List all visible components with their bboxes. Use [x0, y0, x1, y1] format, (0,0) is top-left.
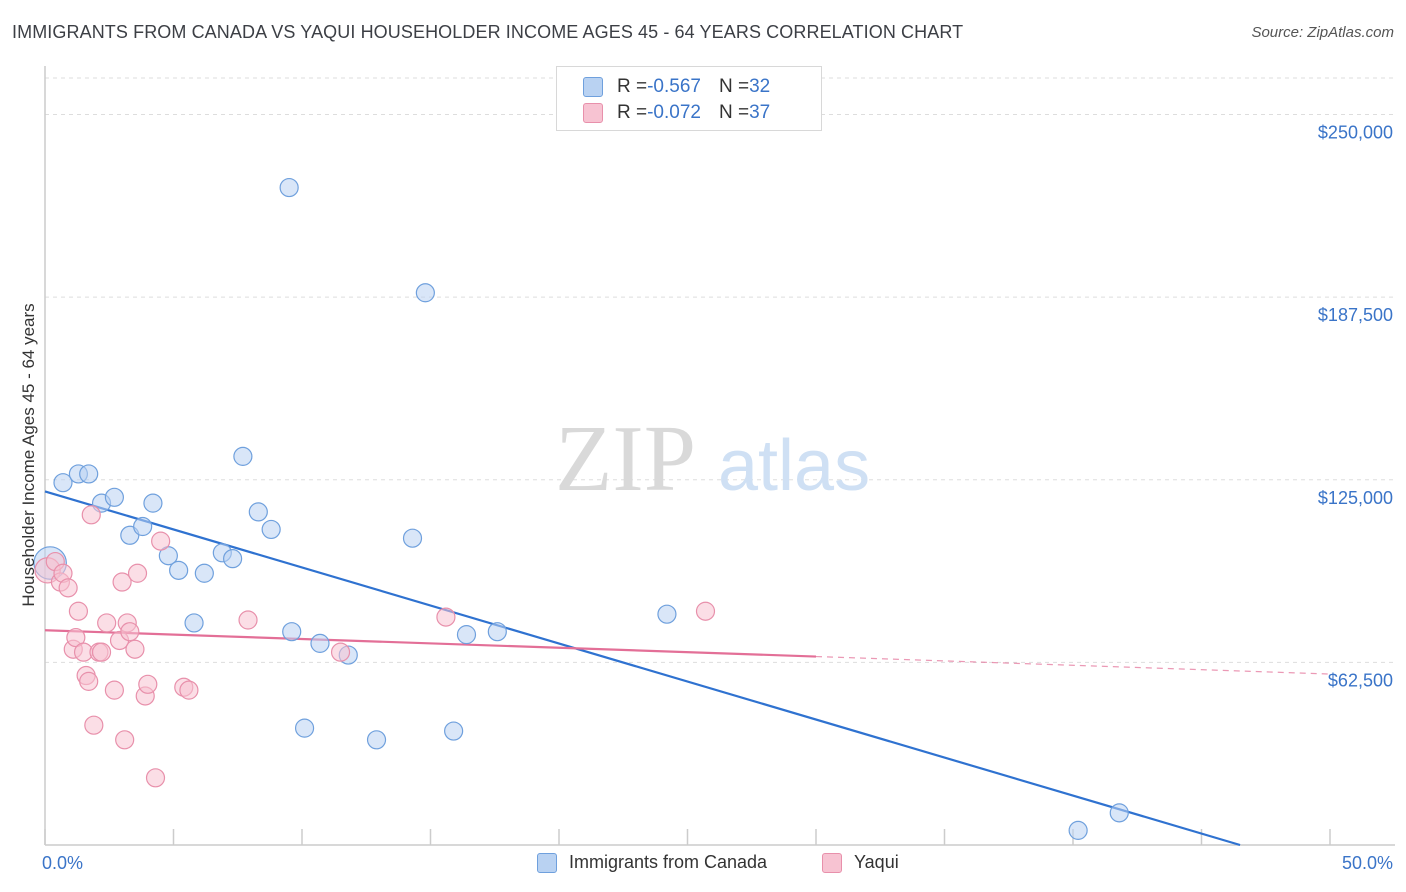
series-legend-canada[interactable]: Immigrants from Canada: [537, 852, 767, 873]
data-point-canada: [223, 549, 243, 569]
data-point-canada: [657, 604, 677, 624]
data-point-canada: [184, 613, 204, 633]
legend-r-value-yaqui: -0.072: [647, 102, 701, 123]
data-point-canada: [104, 487, 124, 507]
data-point-yaqui: [120, 622, 140, 642]
data-point-yaqui: [97, 613, 117, 633]
data-point-canada: [282, 622, 302, 642]
legend-r-label: R =: [617, 76, 648, 97]
data-points: [33, 177, 1129, 840]
watermark-zip: ZIP: [555, 407, 696, 511]
x-tick-label: 0.0%: [42, 853, 83, 873]
data-point-canada: [1068, 820, 1088, 840]
y-axis-label: Householder Income Ages 45 - 64 years: [19, 303, 38, 606]
data-point-yaqui: [79, 671, 99, 691]
data-point-yaqui: [58, 578, 78, 598]
trend-line-extension-yaqui: [815, 655, 1331, 675]
source-label: Source: ZipAtlas.com: [1251, 24, 1394, 41]
legend-n-value-canada: 32: [749, 76, 771, 97]
trend-lines: [44, 490, 1331, 847]
tick-labels: $62,500 $125,000 $187,500 $250,000 0.0% 50.0%: [42, 123, 1393, 873]
y-tick-label: $250,000: [1318, 123, 1393, 143]
data-point-canada: [194, 563, 214, 583]
data-point-yaqui: [127, 563, 148, 583]
zipatlas-watermark: ZIP atlas: [555, 407, 870, 511]
legend-r-value-canada: -0.567: [647, 76, 701, 97]
legend-swatch-canada: [583, 77, 603, 97]
data-point-canada: [1109, 803, 1129, 823]
data-point-canada: [487, 622, 507, 642]
data-point-canada: [310, 633, 330, 653]
data-point-canada: [456, 625, 477, 645]
y-tick-label: $125,000: [1318, 488, 1393, 508]
data-point-canada: [143, 493, 163, 513]
correlation-legend: R = -0.567 N = 32 R = -0.072 N = 37: [556, 66, 822, 131]
y-tick-label: $62,500: [1328, 670, 1393, 690]
data-point-canada: [294, 718, 315, 738]
data-point-yaqui: [104, 680, 124, 700]
series-swatch-canada: [537, 852, 557, 873]
data-point-yaqui: [238, 610, 258, 630]
data-point-canada: [415, 283, 435, 303]
data-point-yaqui: [115, 730, 135, 750]
data-point-canada: [402, 528, 423, 548]
data-point-canada: [169, 560, 189, 580]
trend-line-yaqui: [44, 629, 817, 658]
data-point-canada: [79, 464, 99, 484]
data-point-canada: [133, 516, 153, 537]
data-point-yaqui: [436, 607, 456, 627]
data-point-canada: [279, 177, 299, 198]
legend-n-label: N =: [718, 76, 750, 97]
series-legend-label-canada: Immigrants from Canada: [569, 852, 768, 872]
x-tick-label: 50.0%: [1342, 853, 1393, 873]
watermark-atlas: atlas: [718, 426, 870, 506]
series-legend: Immigrants from Canada Yaqui: [0, 852, 1406, 876]
data-point-canada: [233, 446, 253, 466]
series-legend-label-yaqui: Yaqui: [854, 852, 899, 872]
data-point-canada: [248, 502, 268, 522]
data-point-yaqui: [81, 505, 101, 525]
data-point-yaqui: [112, 572, 132, 592]
data-point-yaqui: [151, 531, 171, 551]
chart-title: IMMIGRANTS FROM CANADA VS YAQUI HOUSEHOL…: [12, 22, 964, 42]
trend-line-canada: [44, 490, 1241, 847]
data-point-yaqui: [330, 642, 351, 662]
data-point-yaqui: [84, 715, 104, 735]
data-point-canada: [261, 519, 281, 540]
legend-row-yaqui: R = -0.072 N = 37: [583, 101, 770, 125]
legend-swatch-yaqui: [583, 103, 603, 123]
data-point-yaqui: [695, 601, 716, 621]
series-swatch-yaqui: [822, 852, 842, 873]
legend-r-label: R =: [617, 102, 648, 123]
data-point-yaqui: [91, 642, 112, 662]
data-point-yaqui: [138, 674, 158, 694]
y-tick-label: $187,500: [1318, 305, 1393, 325]
data-point-yaqui: [179, 680, 199, 700]
legend-n-label: N =: [718, 102, 750, 123]
data-point-yaqui: [68, 601, 89, 621]
data-point-canada: [444, 721, 464, 741]
data-point-canada: [366, 730, 387, 750]
legend-n-value-yaqui: 37: [749, 102, 771, 123]
gridlines: [45, 77, 1395, 663]
legend-row-canada: R = -0.567 N = 32: [583, 75, 770, 99]
data-point-yaqui: [125, 639, 145, 659]
data-point-canada: [53, 473, 73, 493]
data-point-yaqui: [145, 768, 166, 788]
series-legend-yaqui[interactable]: Yaqui: [822, 852, 899, 873]
